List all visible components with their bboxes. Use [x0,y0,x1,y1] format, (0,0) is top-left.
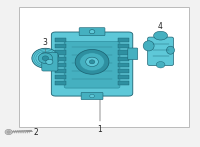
Bar [55,38,66,42]
Bar [118,69,129,73]
Circle shape [46,59,53,65]
Circle shape [80,53,104,71]
FancyBboxPatch shape [81,92,103,100]
Bar [55,75,66,79]
Circle shape [90,94,94,98]
Bar [55,63,66,67]
Circle shape [32,48,59,68]
FancyBboxPatch shape [42,53,58,71]
FancyBboxPatch shape [51,32,133,96]
Bar [55,69,66,73]
Bar [55,57,66,61]
Bar [118,57,129,61]
Text: 3: 3 [42,38,47,47]
Circle shape [89,30,95,34]
Text: 4: 4 [157,22,162,31]
Circle shape [86,57,98,66]
Ellipse shape [143,41,154,51]
Circle shape [5,129,12,135]
Circle shape [75,50,109,74]
Ellipse shape [167,46,174,54]
Bar [118,44,129,49]
Bar [118,81,129,85]
FancyBboxPatch shape [148,37,173,66]
Bar [118,50,129,55]
Circle shape [156,62,165,68]
Bar [118,38,129,42]
Ellipse shape [154,31,168,40]
Bar [118,75,129,79]
FancyBboxPatch shape [128,48,138,60]
Text: 1: 1 [98,125,102,134]
FancyBboxPatch shape [64,41,120,88]
Bar [118,63,129,67]
Circle shape [42,56,49,61]
Bar [55,44,66,49]
Bar [55,81,66,85]
Circle shape [38,53,53,64]
FancyBboxPatch shape [79,28,105,36]
Bar [19,6,189,127]
Circle shape [7,131,10,133]
Text: 2: 2 [33,128,38,137]
Circle shape [89,60,95,64]
Bar [55,50,66,55]
